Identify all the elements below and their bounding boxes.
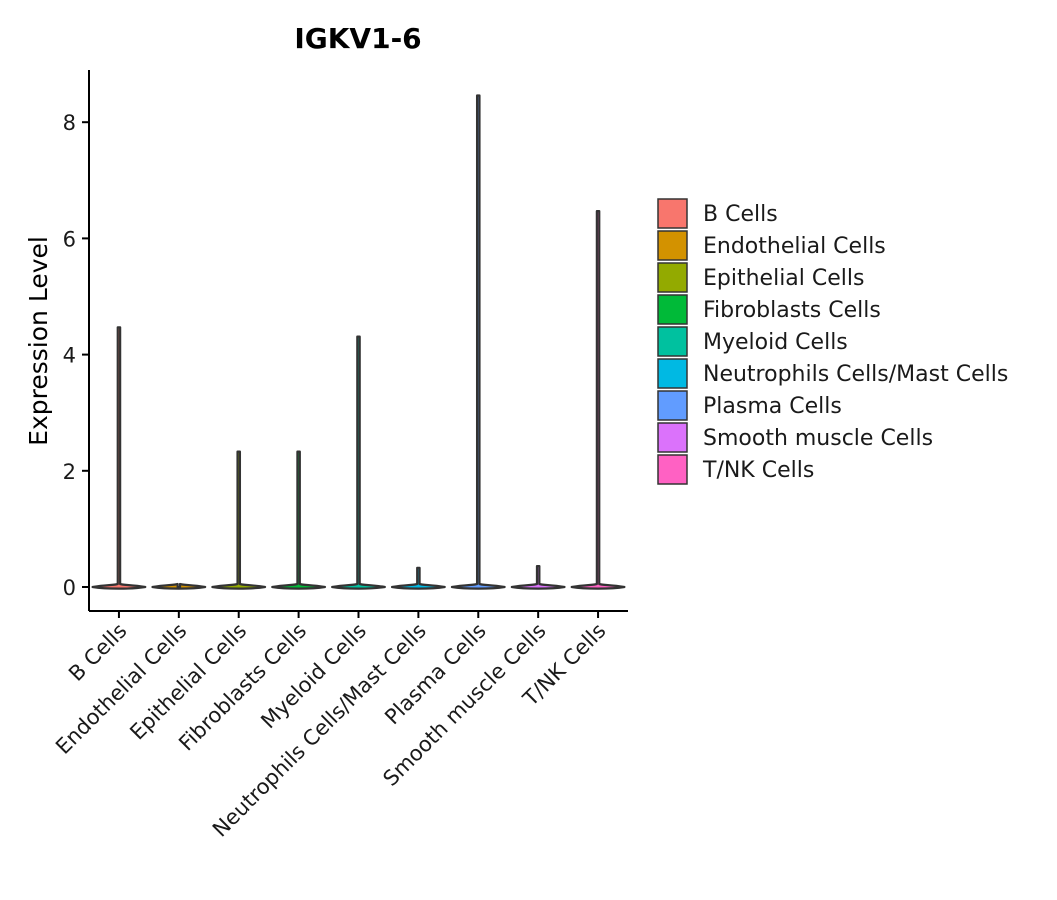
legend-label: B Cells xyxy=(703,202,778,227)
legend-label: Neutrophils Cells/Mast Cells xyxy=(703,362,1008,387)
legend-label: Epithelial Cells xyxy=(703,266,864,291)
y-tick-label: 6 xyxy=(63,227,76,251)
violin-myeloid-cells xyxy=(331,335,386,590)
legend-swatch xyxy=(657,198,688,229)
legend-label: T/NK Cells xyxy=(702,458,814,483)
legend-label: Plasma Cells xyxy=(703,394,842,419)
legend-swatch xyxy=(657,262,688,293)
y-axis-ticks: 0 2 4 6 8 xyxy=(63,111,89,600)
plot-area xyxy=(91,94,626,590)
legend-swatch xyxy=(657,358,688,389)
legend-label: Endothelial Cells xyxy=(703,234,886,259)
legend-swatch xyxy=(657,294,688,325)
violin-t-nk-cells xyxy=(570,209,626,590)
y-axis-title: Expression Level xyxy=(24,236,53,446)
violin-fibroblasts-cells xyxy=(271,450,327,590)
legend-swatch xyxy=(657,230,688,261)
legend-swatch xyxy=(657,454,688,485)
legend-swatch xyxy=(657,390,688,421)
violin-plasma-cells xyxy=(450,94,506,590)
y-tick-label: 2 xyxy=(63,460,76,484)
legend-swatch xyxy=(657,326,688,357)
legend-label: Smooth muscle Cells xyxy=(703,426,933,451)
x-tick-label: Myeloid Cells xyxy=(256,619,371,734)
y-tick-label: 8 xyxy=(63,111,76,135)
violin-endothelial-cells xyxy=(151,582,207,590)
legend-swatch xyxy=(657,422,688,453)
violin-smooth-muscle-cells xyxy=(510,564,566,590)
y-tick-label: 0 xyxy=(63,576,76,600)
legend-label: Fibroblasts Cells xyxy=(703,298,881,323)
legend-label: Myeloid Cells xyxy=(703,330,848,355)
violin-neutrophils-cells-mast-cells xyxy=(390,566,446,590)
chart-title: IGKV1-6 xyxy=(294,22,421,55)
y-tick-label: 4 xyxy=(63,344,76,368)
violin-b-cells xyxy=(91,326,147,590)
legend: B Cells Endothelial Cells Epithelial Cells… xyxy=(657,198,1008,485)
violin-epithelial-cells xyxy=(211,450,267,590)
